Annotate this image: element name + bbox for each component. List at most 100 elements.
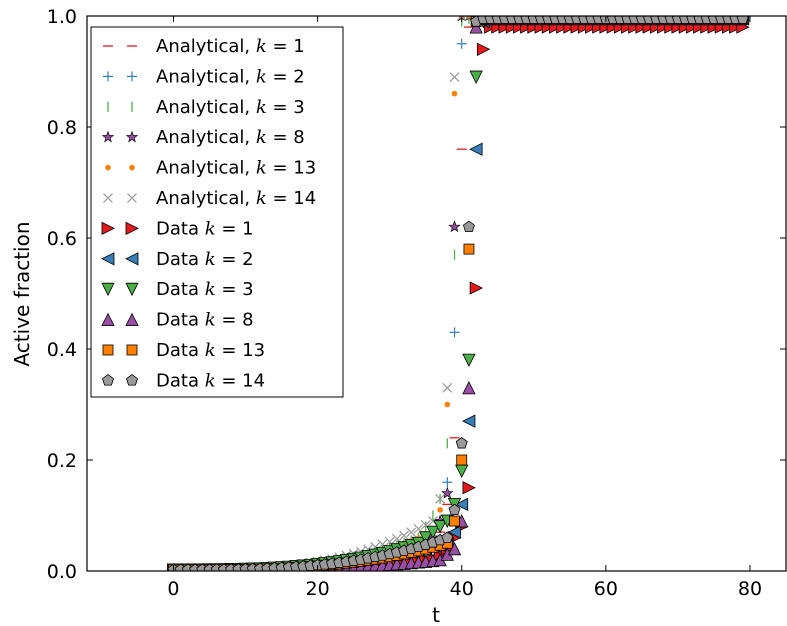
legend-item: Analytical, k = 13	[105, 158, 316, 179]
y-tick-label: 1.0	[47, 6, 77, 28]
legend-item: Data k = 14	[102, 370, 265, 391]
legend-label: Analytical, k = 13	[156, 158, 316, 179]
data-point	[456, 16, 467, 21]
data-point	[449, 72, 460, 82]
data-point	[463, 243, 475, 255]
data-point	[462, 481, 476, 495]
y-tick-label: 0.8	[47, 117, 77, 139]
legend-marker	[125, 312, 139, 327]
data-point	[469, 142, 483, 156]
legend-label: Data k = 8	[156, 310, 254, 331]
legend-marker	[103, 193, 113, 203]
data-point	[444, 401, 451, 408]
legend-marker	[101, 221, 115, 236]
legend-marker	[125, 282, 139, 297]
data-point	[476, 42, 491, 56]
legend-label: Data k = 3	[156, 279, 254, 300]
legend-label: Analytical, k = 3	[156, 97, 305, 118]
legend-label: Data k = 1	[156, 218, 254, 239]
legend-item: Analytical, k = 3	[107, 97, 305, 118]
data-point	[419, 531, 433, 545]
legend-label: Analytical, k = 8	[156, 127, 305, 148]
y-tick-label: 0.6	[47, 228, 77, 250]
data-point	[435, 493, 446, 504]
legend: Analytical, k = 1 Analytical, k = 2 Analyt…	[90, 26, 344, 398]
data-point	[441, 486, 454, 499]
data-point	[449, 515, 460, 527]
x-axis-label: t	[432, 603, 440, 626]
y-tick-label: 0.4	[47, 339, 77, 361]
legend-label: Data k = 13	[156, 340, 265, 361]
legend-marker	[127, 193, 137, 203]
legend-item: Data k = 3	[101, 279, 254, 300]
data-point	[455, 437, 468, 449]
legend-item: Data k = 13	[102, 340, 265, 361]
data-point	[406, 527, 417, 538]
data-point	[442, 382, 453, 393]
y-axis-label: Active fraction	[10, 221, 34, 366]
legend-item: Data k = 1	[101, 218, 254, 239]
legend-label: Analytical, k = 1	[156, 36, 305, 57]
data-point	[449, 327, 460, 338]
legend-label: Data k = 2	[156, 249, 254, 270]
data-point	[447, 525, 461, 539]
data-point	[469, 281, 484, 295]
data-point	[462, 353, 476, 367]
data-point	[442, 477, 453, 488]
y-axis-ticks: 0.0 0.2 0.4 0.6 0.8 1.0	[47, 6, 786, 583]
legend-marker	[126, 374, 138, 386]
data-marks	[166, 16, 750, 571]
legend-marker	[102, 344, 114, 356]
legend-item: Data k = 2	[101, 249, 254, 270]
legend-marker	[127, 71, 137, 82]
legend-item: Analytical, k = 1	[103, 36, 305, 57]
data-point	[462, 414, 476, 428]
legend-marker	[101, 282, 115, 297]
data-point	[447, 541, 462, 556]
data-point	[454, 497, 469, 512]
legend-marker	[101, 252, 115, 266]
data-point	[399, 530, 409, 541]
legend-label: Data k = 14	[156, 370, 265, 391]
legend-item: Data k = 8	[101, 310, 254, 331]
data-point	[448, 503, 461, 516]
legend-marker	[103, 71, 113, 82]
data-point	[426, 525, 440, 540]
data-point	[433, 520, 447, 534]
y-tick-label: 0.2	[47, 450, 77, 472]
legend-marker	[126, 344, 138, 356]
data-point	[437, 507, 443, 513]
data-point	[456, 454, 468, 466]
legend-label: Analytical, k = 2	[156, 66, 305, 87]
legend-marker	[101, 130, 115, 143]
legend-item: Analytical, k = 8	[101, 127, 305, 148]
plot-frame	[86, 15, 787, 572]
x-tick-label: 80	[738, 578, 762, 600]
x-tick-label: 0	[167, 578, 179, 600]
x-tick-label: 60	[594, 578, 618, 600]
legend-marker	[125, 130, 139, 143]
data-point	[441, 531, 454, 543]
legend-item: Analytical, k = 14	[103, 188, 316, 209]
data-point	[462, 220, 475, 232]
data-point	[736, 16, 749, 24]
legend-item: Analytical, k = 2	[103, 66, 305, 87]
data-point	[469, 20, 483, 34]
legend-marker	[129, 164, 135, 171]
legend-box	[90, 26, 344, 398]
data-point	[469, 70, 483, 84]
legend-label: Analytical, k = 14	[156, 188, 316, 209]
legend-marker	[125, 221, 139, 236]
x-tick-label: 40	[450, 578, 474, 600]
legend-marker	[101, 312, 115, 327]
legend-marker	[125, 252, 139, 266]
x-tick-label: 20	[306, 578, 330, 600]
x-axis-ticks: 0 20 40 60 80	[167, 16, 762, 600]
legend-marker	[105, 164, 111, 171]
data-point	[448, 220, 461, 233]
legend-marker	[102, 374, 114, 386]
data-point	[451, 90, 458, 97]
data-point	[456, 38, 467, 49]
y-tick-label: 0.0	[47, 561, 77, 583]
